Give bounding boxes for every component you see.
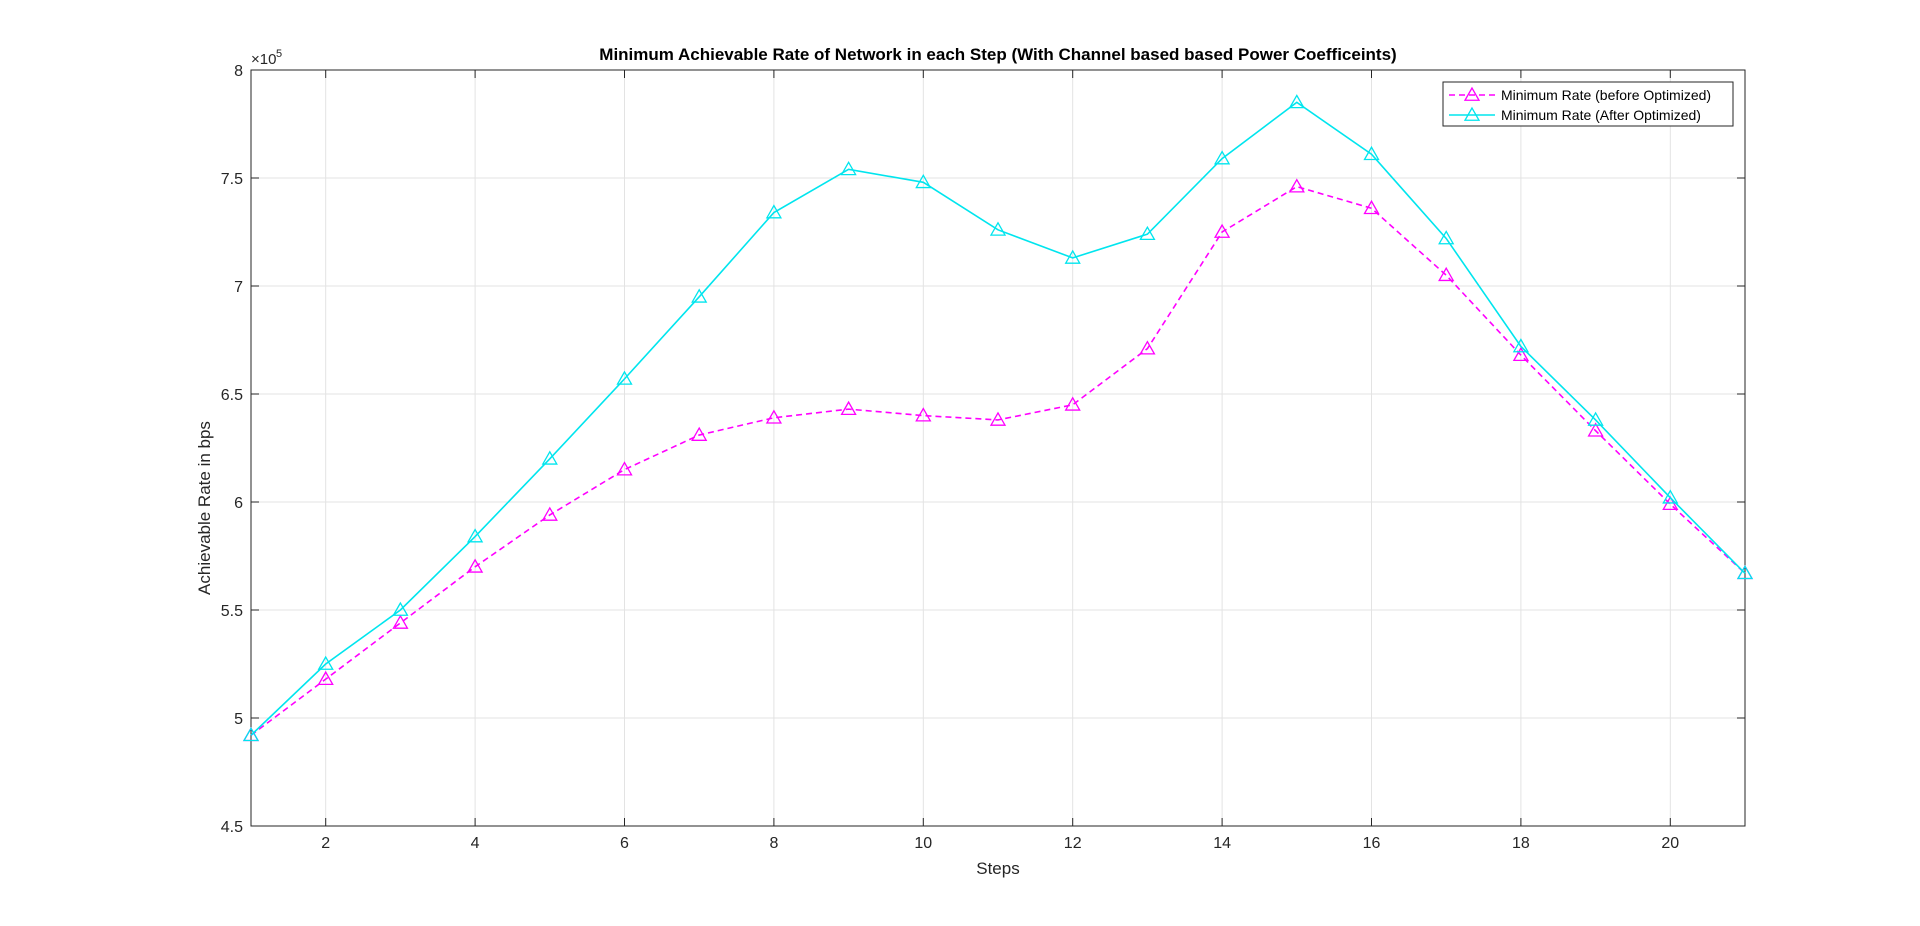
data-point	[1288, 178, 1305, 193]
x-axis-label: Steps	[976, 859, 1019, 878]
series-layer	[242, 94, 1754, 742]
data-point	[1736, 564, 1754, 580]
series-1	[242, 178, 1754, 742]
data-point	[242, 726, 260, 742]
x-tick-label: 6	[620, 835, 629, 852]
data-point	[466, 528, 484, 543]
data-point	[1213, 150, 1231, 165]
data-point	[616, 370, 633, 385]
data-point	[1438, 266, 1455, 282]
x-tick-label: 4	[471, 835, 480, 852]
data-point	[1587, 411, 1604, 426]
chart-title: Minimum Achievable Rate of Network in ea…	[599, 45, 1396, 64]
data-point	[1512, 338, 1530, 353]
data-point	[1587, 422, 1604, 437]
x-tick-label: 20	[1661, 835, 1679, 852]
x-tick-label: 2	[321, 835, 330, 852]
legend-label: Minimum Rate (After Optimized)	[1501, 107, 1701, 123]
data-point	[691, 426, 708, 441]
data-point	[989, 411, 1007, 426]
data-point	[1139, 340, 1156, 355]
y-exponent-base: ×10	[251, 51, 276, 68]
data-point	[1064, 396, 1081, 411]
data-point	[840, 400, 857, 416]
legend-entry: Minimum Rate (before Optimized)	[1449, 86, 1711, 103]
data-point	[392, 614, 409, 629]
y-tick-label: 5.5	[221, 603, 243, 620]
data-point	[466, 558, 484, 573]
legend: Minimum Rate (before Optimized) Minimum R…	[1442, 81, 1734, 127]
data-point	[691, 288, 708, 303]
y-tick-label: 6	[234, 495, 243, 512]
data-point	[1288, 94, 1305, 109]
data-point	[1363, 199, 1380, 215]
y-exponent-power: 5	[276, 48, 282, 60]
data-point	[317, 655, 334, 670]
series-line	[250, 185, 1746, 736]
series-line	[250, 101, 1746, 736]
y-tick-label: 8	[234, 63, 243, 80]
data-point	[317, 670, 334, 686]
data-point	[1363, 145, 1380, 161]
y-tick-label: 6.5	[221, 387, 243, 404]
x-tick-label: 12	[1064, 835, 1082, 852]
data-point	[1213, 223, 1231, 238]
data-point	[392, 601, 409, 616]
x-tick-label: 18	[1512, 835, 1530, 852]
x-tick-label: 8	[769, 835, 778, 852]
y-tick-label: 4.5	[221, 819, 243, 836]
legend-marker	[1463, 86, 1481, 101]
legend-marker	[1463, 106, 1481, 121]
y-tick-label: 7	[234, 279, 243, 296]
data-point	[1139, 225, 1156, 241]
y-tick-label: 5	[234, 711, 243, 728]
y-exponent-label: ×10 5	[251, 48, 282, 68]
x-tick-label: 16	[1363, 835, 1381, 852]
axis-ticks: 2 4 6 8 10 12 14 16 18 20 4.5 5 5.5 6 6.5 7 7.5 8	[221, 63, 1745, 852]
plot-area	[250, 69, 1746, 827]
data-point	[1662, 489, 1679, 504]
data-point	[840, 161, 857, 176]
data-point	[1512, 346, 1530, 362]
data-point	[989, 221, 1007, 236]
data-point	[915, 407, 932, 422]
data-point	[541, 450, 558, 465]
x-tick-label: 10	[914, 835, 932, 852]
data-point	[1438, 230, 1455, 245]
legend-label: Minimum Rate (before Optimized)	[1501, 87, 1711, 103]
data-point	[915, 174, 932, 189]
series-2	[242, 94, 1754, 742]
data-point	[541, 506, 558, 521]
data-point	[1064, 249, 1081, 264]
y-axis-label: Achievable Rate in bps	[195, 421, 214, 595]
data-point	[765, 204, 783, 219]
x-tick-label: 14	[1213, 835, 1231, 852]
grid	[251, 70, 1745, 826]
legend-entry: Minimum Rate (After Optimized)	[1449, 106, 1701, 123]
data-point	[765, 409, 783, 424]
legend-box	[1442, 81, 1734, 127]
y-tick-label: 7.5	[221, 171, 243, 188]
data-point	[616, 461, 633, 476]
